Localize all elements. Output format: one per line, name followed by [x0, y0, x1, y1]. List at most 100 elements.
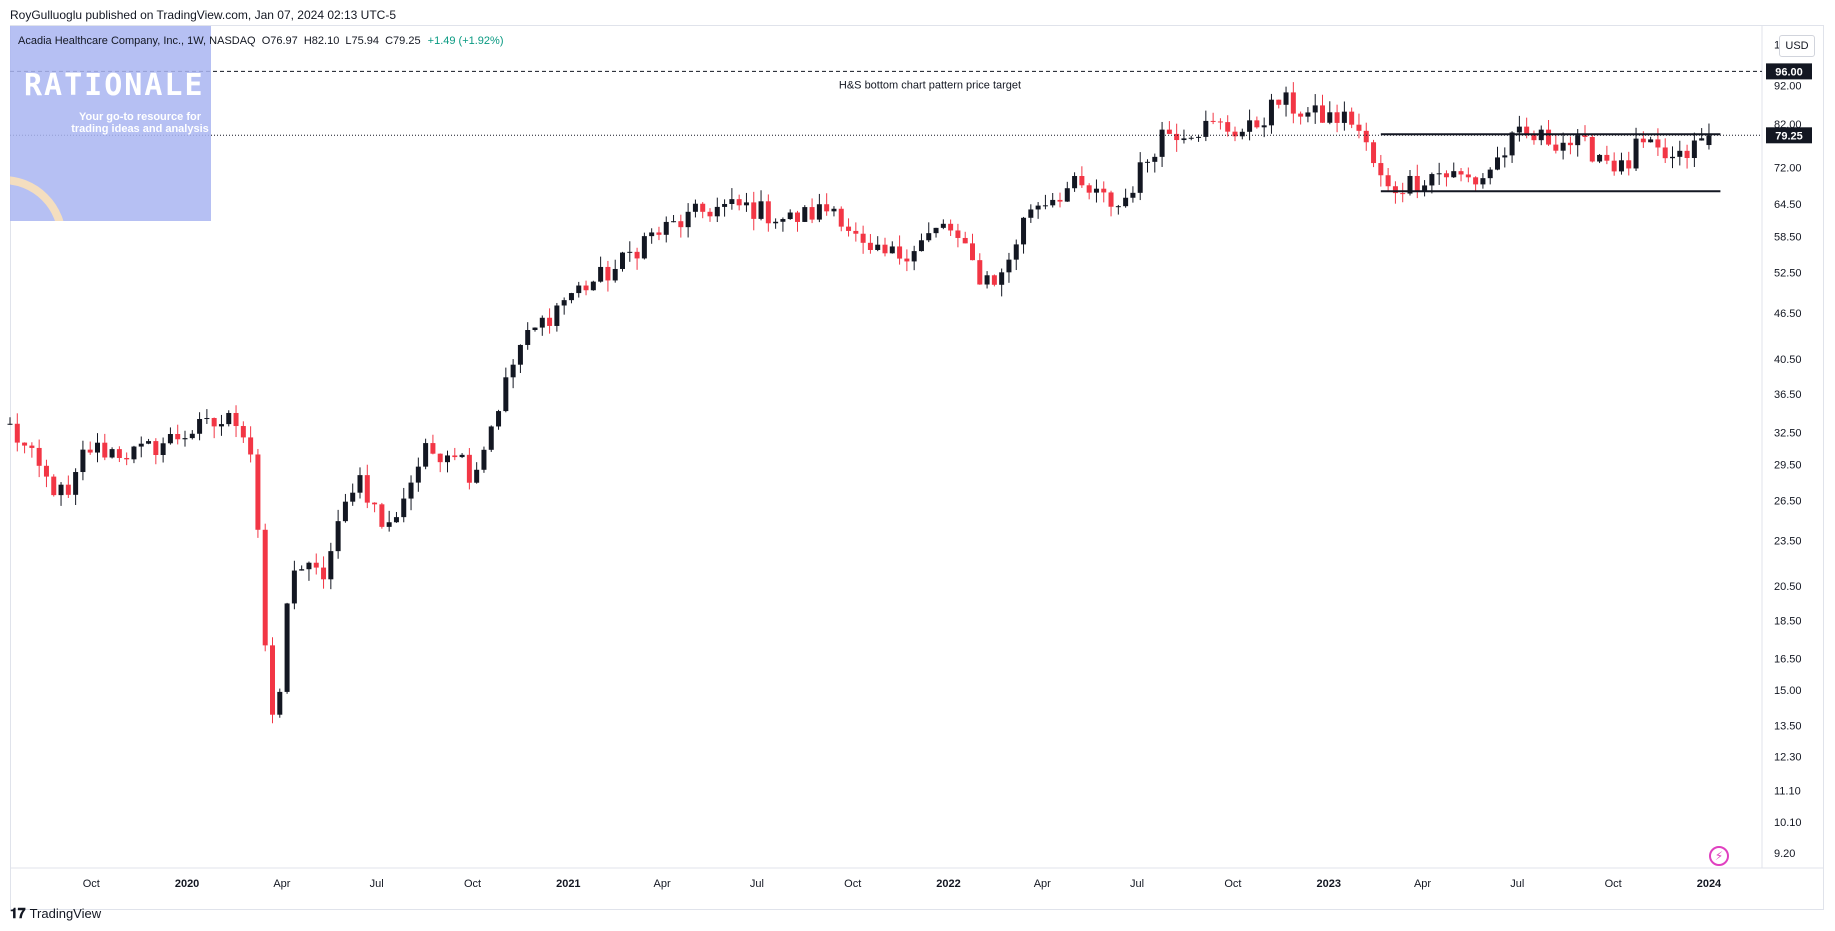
candle-body	[1670, 156, 1675, 159]
candle-body	[1349, 111, 1355, 125]
candle-body	[685, 211, 691, 228]
candle-body	[1655, 139, 1661, 148]
candle-body	[1560, 142, 1566, 151]
candle-body	[1582, 135, 1588, 137]
candle-body	[189, 433, 195, 439]
candle-body	[1524, 126, 1530, 135]
candle-body	[233, 412, 239, 427]
candle-body	[678, 221, 684, 228]
candle-body	[1203, 120, 1209, 137]
candle-body	[714, 206, 720, 217]
candle-body	[568, 293, 574, 301]
x-tick-label: Jul	[750, 878, 764, 890]
candle-body	[525, 330, 531, 345]
x-tick-label: Jul	[1130, 878, 1144, 890]
candle-body	[350, 492, 356, 502]
candle-body	[1021, 217, 1027, 245]
x-tick-label: Apr	[273, 878, 290, 890]
candle-body	[1699, 138, 1705, 141]
candle-body	[948, 223, 954, 231]
candle-body	[1480, 178, 1486, 185]
candle-body	[379, 504, 385, 527]
candle-body	[765, 201, 771, 224]
currency-button[interactable]: USD	[1779, 35, 1815, 57]
candle-body	[80, 449, 86, 473]
candle-body	[641, 236, 647, 259]
candle-body	[1516, 126, 1522, 133]
watermark-title: RATIONALE	[24, 68, 205, 103]
bolt-icon[interactable]: ⚡	[1709, 846, 1729, 866]
candle-body	[1196, 136, 1202, 138]
y-tick-label: 11.10	[1774, 786, 1801, 798]
candle-body	[576, 285, 582, 294]
candle-body	[1210, 120, 1216, 122]
candle-body	[488, 426, 494, 450]
candle-body	[313, 562, 319, 568]
y-tick-label: 36.50	[1774, 389, 1802, 401]
candle-body	[590, 281, 596, 291]
last-price-tag	[1766, 127, 1812, 144]
candle-body	[466, 454, 472, 483]
candle-body	[1064, 188, 1070, 202]
candle-body	[1531, 134, 1537, 141]
candle-body	[43, 465, 49, 477]
candle-body	[1166, 129, 1172, 134]
candle-body	[1407, 175, 1413, 194]
candle-body	[627, 251, 633, 253]
y-tick-label: 26.50	[1774, 495, 1802, 507]
candle-body	[1181, 138, 1187, 141]
candle-body	[1057, 199, 1063, 202]
candle-body	[335, 521, 341, 552]
candle-body	[802, 207, 808, 222]
candle-body	[751, 202, 757, 219]
candle-body	[700, 203, 706, 212]
candle-body	[999, 272, 1005, 285]
x-tick-label: Apr	[1034, 878, 1051, 890]
candle-body	[1684, 150, 1690, 159]
candle-body	[838, 208, 844, 227]
candle-body	[1356, 124, 1362, 131]
candle-body	[991, 275, 997, 285]
candle-body	[1502, 155, 1508, 158]
tradingview-logo[interactable]: 𝟏𝟕 TradingView	[10, 905, 101, 922]
symbol-legend[interactable]: Acadia Healthcare Company, Inc., 1W, NAS…	[18, 35, 504, 47]
x-tick-label: Apr	[654, 878, 671, 890]
candle-body	[517, 344, 523, 365]
candle-body	[255, 454, 261, 530]
candle-body	[291, 570, 297, 604]
candle-body	[1108, 192, 1114, 207]
candle-body	[1371, 142, 1377, 164]
candle-body	[671, 221, 677, 223]
candle-body	[167, 434, 173, 444]
last-price-tag-label: 79.25	[1775, 130, 1803, 142]
candle-body	[1239, 131, 1245, 137]
candle-body	[116, 449, 122, 458]
candle-body	[1093, 188, 1099, 193]
watermark-circle-decoration	[10, 176, 66, 221]
candle-body	[1487, 169, 1493, 179]
candle-body	[605, 266, 611, 281]
candle-body	[510, 364, 516, 378]
candle-body	[853, 230, 859, 234]
candle-body	[1298, 113, 1304, 117]
y-tick-label: 40.50	[1774, 354, 1802, 366]
candle-body	[1378, 163, 1384, 176]
candle-body	[277, 691, 283, 715]
x-tick-label: 2023	[1317, 878, 1341, 890]
x-tick-label: Jul	[370, 878, 384, 890]
candle-body	[1290, 92, 1296, 114]
candle-body	[1217, 121, 1223, 123]
candle-body	[226, 412, 232, 425]
change-value: +1.49 (+1.92%)	[427, 35, 504, 47]
candle-body	[787, 212, 793, 220]
candle-body	[649, 232, 655, 237]
candle-body	[321, 567, 327, 580]
y-tick-label: 72.00	[1774, 162, 1802, 174]
candle-body	[138, 443, 144, 447]
candle-body	[1436, 173, 1442, 175]
candle-body	[889, 246, 895, 254]
candle-body	[445, 455, 450, 463]
candle-body	[459, 454, 465, 458]
candle-body	[1422, 185, 1428, 191]
